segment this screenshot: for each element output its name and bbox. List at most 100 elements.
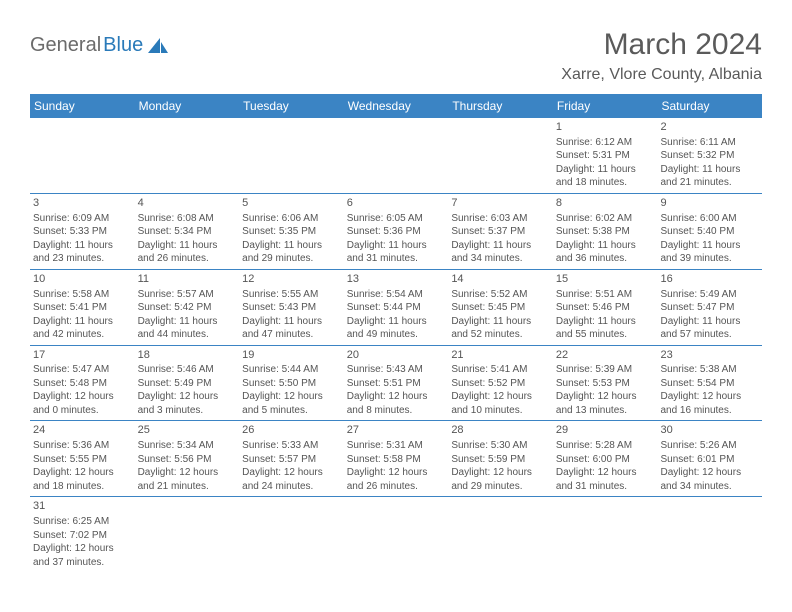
daylight-text: and 0 minutes.	[33, 404, 132, 418]
day-cell: 22Sunrise: 5:39 AMSunset: 5:53 PMDayligh…	[553, 346, 658, 421]
daylight-text: Daylight: 11 hours	[556, 315, 655, 329]
day-number: 17	[33, 348, 132, 363]
sunrise-text: Sunrise: 5:55 AM	[242, 288, 341, 302]
day-header-thursday: Thursday	[448, 94, 553, 118]
logo: GeneralBlue	[30, 28, 169, 57]
day-number: 30	[660, 423, 759, 438]
sunset-text: Sunset: 5:31 PM	[556, 149, 655, 163]
daylight-text: Daylight: 11 hours	[347, 315, 446, 329]
daylight-text: Daylight: 12 hours	[242, 466, 341, 480]
daylight-text: and 5 minutes.	[242, 404, 341, 418]
daylight-text: and 13 minutes.	[556, 404, 655, 418]
sunset-text: Sunset: 5:40 PM	[660, 225, 759, 239]
day-number: 25	[138, 423, 237, 438]
day-cell: 30Sunrise: 5:26 AMSunset: 6:01 PMDayligh…	[657, 421, 762, 496]
sunset-text: Sunset: 5:51 PM	[347, 377, 446, 391]
day-number: 3	[33, 196, 132, 211]
daylight-text: and 44 minutes.	[138, 328, 237, 342]
location: Xarre, Vlore County, Albania	[561, 66, 762, 84]
daylight-text: Daylight: 12 hours	[347, 466, 446, 480]
daylight-text: and 10 minutes.	[451, 404, 550, 418]
daylight-text: and 34 minutes.	[660, 480, 759, 494]
sunset-text: Sunset: 5:37 PM	[451, 225, 550, 239]
day-cell: 7Sunrise: 6:03 AMSunset: 5:37 PMDaylight…	[448, 194, 553, 269]
sunrise-text: Sunrise: 5:47 AM	[33, 363, 132, 377]
daylight-text: Daylight: 11 hours	[242, 315, 341, 329]
daylight-text: Daylight: 12 hours	[33, 390, 132, 404]
day-header-saturday: Saturday	[657, 94, 762, 118]
day-cell: 23Sunrise: 5:38 AMSunset: 5:54 PMDayligh…	[657, 346, 762, 421]
day-cell: 25Sunrise: 5:34 AMSunset: 5:56 PMDayligh…	[135, 421, 240, 496]
week-row: 24Sunrise: 5:36 AMSunset: 5:55 PMDayligh…	[30, 421, 762, 497]
day-number: 29	[556, 423, 655, 438]
day-number: 22	[556, 348, 655, 363]
day-number: 12	[242, 272, 341, 287]
sunset-text: Sunset: 5:38 PM	[556, 225, 655, 239]
sunset-text: Sunset: 5:59 PM	[451, 453, 550, 467]
day-header-monday: Monday	[135, 94, 240, 118]
day-number: 27	[347, 423, 446, 438]
day-cell	[657, 497, 762, 572]
day-cell	[239, 118, 344, 193]
daylight-text: Daylight: 11 hours	[347, 239, 446, 253]
day-cell: 17Sunrise: 5:47 AMSunset: 5:48 PMDayligh…	[30, 346, 135, 421]
day-cell: 6Sunrise: 6:05 AMSunset: 5:36 PMDaylight…	[344, 194, 449, 269]
day-cell: 9Sunrise: 6:00 AMSunset: 5:40 PMDaylight…	[657, 194, 762, 269]
daylight-text: and 8 minutes.	[347, 404, 446, 418]
daylight-text: and 18 minutes.	[33, 480, 132, 494]
daylight-text: and 21 minutes.	[138, 480, 237, 494]
day-cell: 29Sunrise: 5:28 AMSunset: 6:00 PMDayligh…	[553, 421, 658, 496]
day-cell: 8Sunrise: 6:02 AMSunset: 5:38 PMDaylight…	[553, 194, 658, 269]
day-number: 15	[556, 272, 655, 287]
day-number: 21	[451, 348, 550, 363]
sunset-text: Sunset: 5:33 PM	[33, 225, 132, 239]
daylight-text: and 52 minutes.	[451, 328, 550, 342]
day-header-wednesday: Wednesday	[344, 94, 449, 118]
daylight-text: and 24 minutes.	[242, 480, 341, 494]
day-cell: 28Sunrise: 5:30 AMSunset: 5:59 PMDayligh…	[448, 421, 553, 496]
logo-text-blue: Blue	[103, 34, 143, 57]
sunrise-text: Sunrise: 6:03 AM	[451, 212, 550, 226]
sunset-text: Sunset: 5:43 PM	[242, 301, 341, 315]
daylight-text: and 42 minutes.	[33, 328, 132, 342]
day-cell	[344, 497, 449, 572]
sunrise-text: Sunrise: 6:00 AM	[660, 212, 759, 226]
day-cell: 13Sunrise: 5:54 AMSunset: 5:44 PMDayligh…	[344, 270, 449, 345]
week-row: 10Sunrise: 5:58 AMSunset: 5:41 PMDayligh…	[30, 270, 762, 346]
sunrise-text: Sunrise: 5:44 AM	[242, 363, 341, 377]
daylight-text: and 26 minutes.	[347, 480, 446, 494]
sunset-text: Sunset: 5:55 PM	[33, 453, 132, 467]
daylight-text: and 31 minutes.	[556, 480, 655, 494]
daylight-text: and 29 minutes.	[242, 252, 341, 266]
daylight-text: and 49 minutes.	[347, 328, 446, 342]
sunset-text: Sunset: 5:44 PM	[347, 301, 446, 315]
sunrise-text: Sunrise: 5:57 AM	[138, 288, 237, 302]
sunset-text: Sunset: 5:54 PM	[660, 377, 759, 391]
day-number: 5	[242, 196, 341, 211]
sunrise-text: Sunrise: 5:38 AM	[660, 363, 759, 377]
day-cell: 27Sunrise: 5:31 AMSunset: 5:58 PMDayligh…	[344, 421, 449, 496]
weeks-container: 1Sunrise: 6:12 AMSunset: 5:31 PMDaylight…	[30, 118, 762, 572]
sunset-text: Sunset: 5:53 PM	[556, 377, 655, 391]
day-cell: 2Sunrise: 6:11 AMSunset: 5:32 PMDaylight…	[657, 118, 762, 193]
sunrise-text: Sunrise: 6:02 AM	[556, 212, 655, 226]
daylight-text: Daylight: 11 hours	[33, 239, 132, 253]
daylight-text: and 31 minutes.	[347, 252, 446, 266]
daylight-text: and 18 minutes.	[556, 176, 655, 190]
day-number: 10	[33, 272, 132, 287]
daylight-text: and 39 minutes.	[660, 252, 759, 266]
sunset-text: Sunset: 5:57 PM	[242, 453, 341, 467]
daylight-text: Daylight: 11 hours	[242, 239, 341, 253]
daylight-text: Daylight: 12 hours	[556, 466, 655, 480]
day-number: 6	[347, 196, 446, 211]
daylight-text: and 16 minutes.	[660, 404, 759, 418]
daylight-text: and 36 minutes.	[556, 252, 655, 266]
sunrise-text: Sunrise: 6:09 AM	[33, 212, 132, 226]
day-number: 2	[660, 120, 759, 135]
daylight-text: and 47 minutes.	[242, 328, 341, 342]
sunrise-text: Sunrise: 5:54 AM	[347, 288, 446, 302]
day-number: 8	[556, 196, 655, 211]
sunrise-text: Sunrise: 5:58 AM	[33, 288, 132, 302]
calendar: Sunday Monday Tuesday Wednesday Thursday…	[30, 94, 762, 572]
sunrise-text: Sunrise: 5:26 AM	[660, 439, 759, 453]
